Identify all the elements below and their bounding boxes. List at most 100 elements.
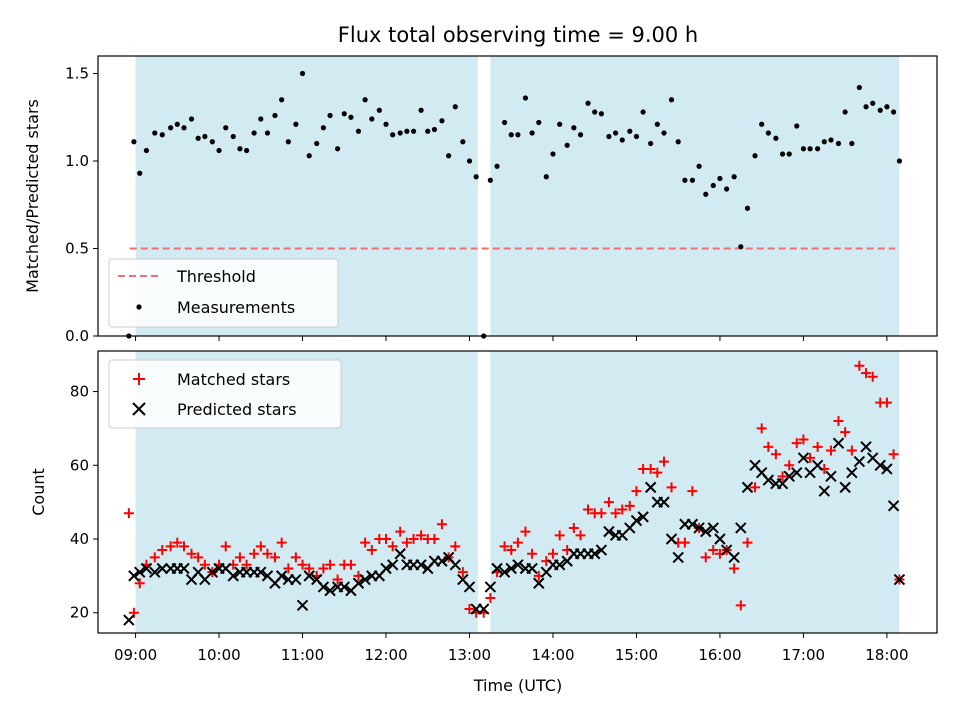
ratio-panel: 0.0 0.5 1.0 1.5 Matched/Predicted stars Thr… — [23, 55, 938, 345]
predicted-star-point — [317, 581, 330, 593]
predicted-star-point — [533, 577, 545, 589]
predicted-star-point — [832, 437, 845, 449]
matched-star-point — [408, 534, 419, 544]
predicted-star-point — [825, 470, 837, 483]
predicted-star-point — [553, 559, 566, 571]
predicted-star-point — [846, 466, 858, 479]
predicted-star-point — [686, 518, 699, 530]
predicted-star-point — [762, 474, 775, 486]
matched-star-point — [791, 438, 802, 449]
x-tick-label: 10:00 — [197, 646, 240, 664]
measurement-point — [159, 132, 165, 138]
measurement-point — [466, 158, 473, 164]
matched-star-point — [401, 537, 412, 548]
matched-star-point — [812, 441, 823, 452]
matched-star-point — [395, 526, 406, 537]
measurement-point — [863, 104, 869, 110]
measurement-point — [543, 174, 549, 180]
measurement-point — [320, 125, 327, 131]
measurement-point — [800, 146, 807, 152]
matched-star-point — [854, 360, 865, 371]
matched-star-point — [464, 604, 475, 615]
predicted-star-point — [637, 511, 649, 523]
matched-star-point — [888, 449, 899, 460]
ratio-axes-frame — [97, 55, 938, 337]
ratio-observing-windows — [135, 56, 900, 336]
measurement-point — [668, 97, 675, 103]
measurement-point — [765, 130, 771, 136]
measurement-point — [223, 125, 229, 131]
count-x-ticks: 09:00 10:00 11:00 12:00 13:00 14:00 15:00 16:00… — [114, 633, 909, 664]
measurement-point — [598, 111, 605, 117]
matched-star-point — [679, 537, 690, 548]
predicted-star-point — [352, 577, 365, 589]
measurement-point — [640, 109, 646, 115]
predicted-star-point — [149, 566, 161, 578]
measurement-point — [731, 174, 737, 180]
matched-star-point — [283, 563, 294, 574]
ratio-y-tick-label: 1.0 — [65, 152, 89, 170]
measurement-point — [473, 174, 479, 180]
measurement-point — [272, 112, 278, 119]
measurement-point — [216, 147, 222, 154]
matched-star-point — [624, 500, 635, 511]
predicted-star-point — [860, 441, 872, 453]
matched-star-point — [700, 552, 711, 563]
predicted-star-point — [839, 481, 851, 494]
predicted-star-point — [589, 548, 601, 560]
matched-star-point — [157, 545, 168, 556]
legend-measurements-swatch — [136, 304, 142, 310]
predicted-star-point — [728, 551, 740, 564]
measurement-point — [425, 128, 431, 134]
matched-star-point — [750, 482, 761, 493]
measurement-point — [557, 121, 563, 127]
measurement-point — [794, 123, 800, 129]
predicted-star-point — [707, 522, 719, 534]
measurement-point — [306, 153, 312, 159]
measurement-point — [828, 137, 834, 143]
matched-star-point — [318, 563, 329, 574]
measurement-point — [348, 114, 354, 120]
predicted-star-point — [128, 570, 140, 582]
measurement-point — [592, 109, 598, 115]
predicted-star-point — [484, 581, 497, 593]
predicted-star-point — [526, 562, 538, 575]
measurement-point — [188, 116, 195, 122]
matched-star-point — [763, 441, 774, 452]
matched-star-point — [583, 504, 594, 515]
matched-star-point — [687, 486, 698, 497]
ratio-y-tick-label: 1.5 — [65, 65, 89, 83]
predicted-star-point — [797, 452, 810, 464]
predicted-star-point — [881, 463, 893, 475]
measurement-point — [299, 70, 306, 77]
matched-star-point — [742, 537, 753, 548]
measurement-point — [279, 97, 285, 103]
measurement-point — [627, 128, 633, 134]
matched-star-point — [520, 526, 531, 537]
ratio-x-ticks — [135, 336, 888, 341]
measurement-point — [209, 139, 215, 145]
measurement-point — [654, 121, 660, 127]
matched-star-point — [506, 545, 517, 556]
matched-star-point — [269, 552, 280, 563]
matched-star-point — [756, 423, 767, 434]
predicted-stars-points — [123, 437, 906, 626]
measurement-point — [606, 133, 612, 140]
predicted-star-point — [741, 481, 754, 494]
matched-star-point — [332, 574, 343, 585]
predicted-star-point — [811, 459, 824, 471]
predicted-star-point — [644, 481, 657, 494]
matched-star-point — [527, 548, 538, 559]
predicted-star-point — [714, 533, 726, 545]
measurement-point — [397, 130, 403, 136]
matched-star-point — [547, 548, 558, 559]
predicted-star-point — [290, 573, 302, 586]
matched-star-point — [881, 397, 892, 408]
predicted-star-point — [893, 573, 906, 586]
matched-star-point — [249, 548, 260, 559]
predicted-star-point — [658, 496, 670, 508]
matched-star-point — [457, 567, 468, 578]
x-tick-label: 11:00 — [281, 646, 324, 664]
predicted-star-point — [693, 522, 705, 534]
matched-star-point — [276, 537, 287, 548]
